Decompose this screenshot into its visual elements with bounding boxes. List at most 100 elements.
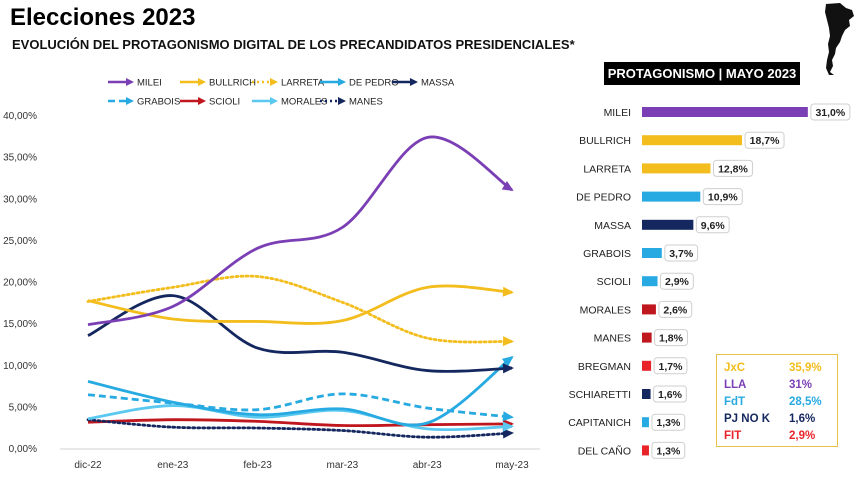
bar-value-label: 18,7% — [750, 135, 780, 147]
bar-category-label: CAPITANICH — [568, 417, 631, 429]
legend-label: BULLRICH — [209, 78, 256, 89]
page-subtitle: EVOLUCIÓN DEL PROTAGONISMO DIGITAL DE LO… — [12, 37, 575, 52]
x-tick-label: ene-23 — [157, 460, 189, 471]
bar-label-box — [651, 413, 686, 431]
y-tick-label: 30,00% — [3, 194, 37, 205]
bar-category-label: DE PEDRO — [576, 192, 631, 204]
bar-category-label: MILEI — [604, 107, 631, 119]
series-arrow-milei — [501, 180, 514, 191]
bar-value-label: 1,8% — [659, 333, 684, 345]
series-arrow-grabois — [502, 411, 514, 422]
bar-label-box — [810, 103, 851, 121]
series-arrow-morales — [502, 421, 514, 432]
legend-arrow — [198, 97, 206, 105]
legend-arrow — [270, 78, 278, 86]
bar-milei — [642, 107, 808, 117]
legend-item-larreta: LARRETA — [252, 78, 325, 89]
x-tick-label: abr-23 — [413, 460, 442, 471]
bar-value-label: 3,7% — [669, 248, 694, 260]
bar-row-capitanich: CAPITANICH 1,3% — [568, 413, 686, 431]
bar-row-de-pedro: DE PEDRO 10,9% — [576, 188, 743, 206]
summary-value-fdt: 28,5% — [789, 396, 822, 408]
bar-massa — [642, 219, 694, 230]
bar-de-pedro — [642, 191, 701, 202]
legend-label: DE PEDRO — [349, 78, 399, 89]
summary-label-pjnok: PJ NO K — [724, 413, 771, 425]
bar-value-label: 10,9% — [708, 192, 738, 204]
series-arrow-bullrich — [502, 286, 514, 297]
bar-value-label: 9,6% — [701, 220, 726, 232]
series-line-larreta — [86, 274, 514, 344]
bar-chart: MILEI 31,0% BULLRICH 18,7% LARRETA 12,8% DE PE… — [568, 103, 851, 459]
bar-label-box — [654, 329, 688, 347]
summary-value-pjnok: 1,6% — [789, 413, 816, 425]
bar-capitanich — [642, 417, 649, 428]
legend-label: MANES — [349, 97, 383, 108]
bar-category-label: MASSA — [594, 220, 631, 232]
bar-manes — [642, 332, 652, 343]
line-chart-plot — [86, 135, 514, 439]
summary-label-lla: LLA — [724, 379, 747, 391]
bar-row-bullrich: BULLRICH 18,7% — [579, 131, 785, 149]
bar-label-box — [702, 188, 743, 206]
bar-category-label: DEL CAÑO — [578, 444, 631, 457]
bar-bregman — [642, 360, 652, 371]
series-line-morales — [87, 404, 513, 432]
legend-item-milei: MILEI — [108, 78, 162, 89]
legend-item-grabois: GRABOIS — [108, 97, 180, 108]
x-tick-label: dic-22 — [74, 460, 102, 471]
bar-category-label: GRABOIS — [583, 248, 631, 260]
legend-item-scioli: SCIOLI — [180, 97, 240, 108]
series-arrow-larreta — [502, 336, 514, 347]
bar-row-manes: MANES 1,8% — [594, 329, 688, 347]
bar-row-scioli: SCIOLI 2,9% — [597, 272, 694, 290]
bar-label-box — [712, 159, 753, 177]
y-tick-label: 25,00% — [3, 236, 37, 247]
series-line-grabois — [87, 392, 513, 419]
summary-label-fit: FIT — [724, 430, 742, 442]
legend-arrow — [198, 78, 206, 86]
bar-row-schiaretti: SCHIARETTI 1,6% — [569, 385, 687, 403]
legend-item-manes: MANES — [320, 97, 383, 108]
series-line-massa — [87, 294, 513, 373]
bar-category-label: SCIOLI — [597, 276, 631, 288]
bar-label-box — [653, 385, 687, 403]
legend-item-bullrich: BULLRICH — [180, 78, 256, 89]
legend-arrow — [338, 78, 346, 86]
bar-scioli — [642, 276, 658, 287]
series-line-bullrich — [87, 284, 513, 325]
series-arrow-massa — [502, 363, 514, 374]
x-tick-label: mar-23 — [327, 460, 359, 471]
y-tick-label: 0,00% — [9, 444, 37, 455]
bar-label-box — [744, 131, 785, 149]
legend-item-massa: MASSA — [392, 78, 455, 89]
legend-item-morales: MORALES — [252, 97, 327, 108]
bar-row-morales: MORALES 2,6% — [580, 300, 693, 318]
bar-category-label: BULLRICH — [579, 135, 631, 147]
bar-value-label: 2,9% — [665, 276, 690, 288]
bar-category-label: SCHIARETTI — [569, 389, 631, 401]
series-line-scioli — [87, 418, 513, 428]
y-tick-label: 20,00% — [3, 278, 37, 289]
bar-row-milei: MILEI 31,0% — [604, 103, 851, 121]
summary-value-fit: 2,9% — [789, 430, 816, 442]
argentina-map-icon — [825, 3, 854, 75]
bar-label-box — [695, 216, 730, 234]
legend-arrow — [410, 78, 418, 86]
bar-label-box — [660, 272, 694, 290]
series-line-milei — [87, 135, 513, 327]
bar-chart-title: PROTAGONISMO | MAYO 2023 — [604, 62, 800, 85]
series-arrow-de-pedro — [501, 356, 514, 367]
x-tick-label: may-23 — [495, 460, 529, 471]
summary-label-fdt: FdT — [724, 396, 746, 408]
summary-label-jxc: JxC — [724, 362, 746, 374]
bar-value-label: 31,0% — [815, 107, 845, 119]
line-chart-axes: 0,00% 5,00% 10,00% 15,00% 20,00% 25,00% 30,00%… — [3, 111, 540, 471]
bar-row-massa: MASSA 9,6% — [594, 216, 730, 234]
legend-label: MASSA — [421, 78, 455, 89]
bar-label-box — [658, 300, 693, 318]
y-tick-label: 35,00% — [3, 153, 37, 164]
series-line-manes — [86, 418, 514, 439]
legend-arrow — [126, 97, 134, 105]
